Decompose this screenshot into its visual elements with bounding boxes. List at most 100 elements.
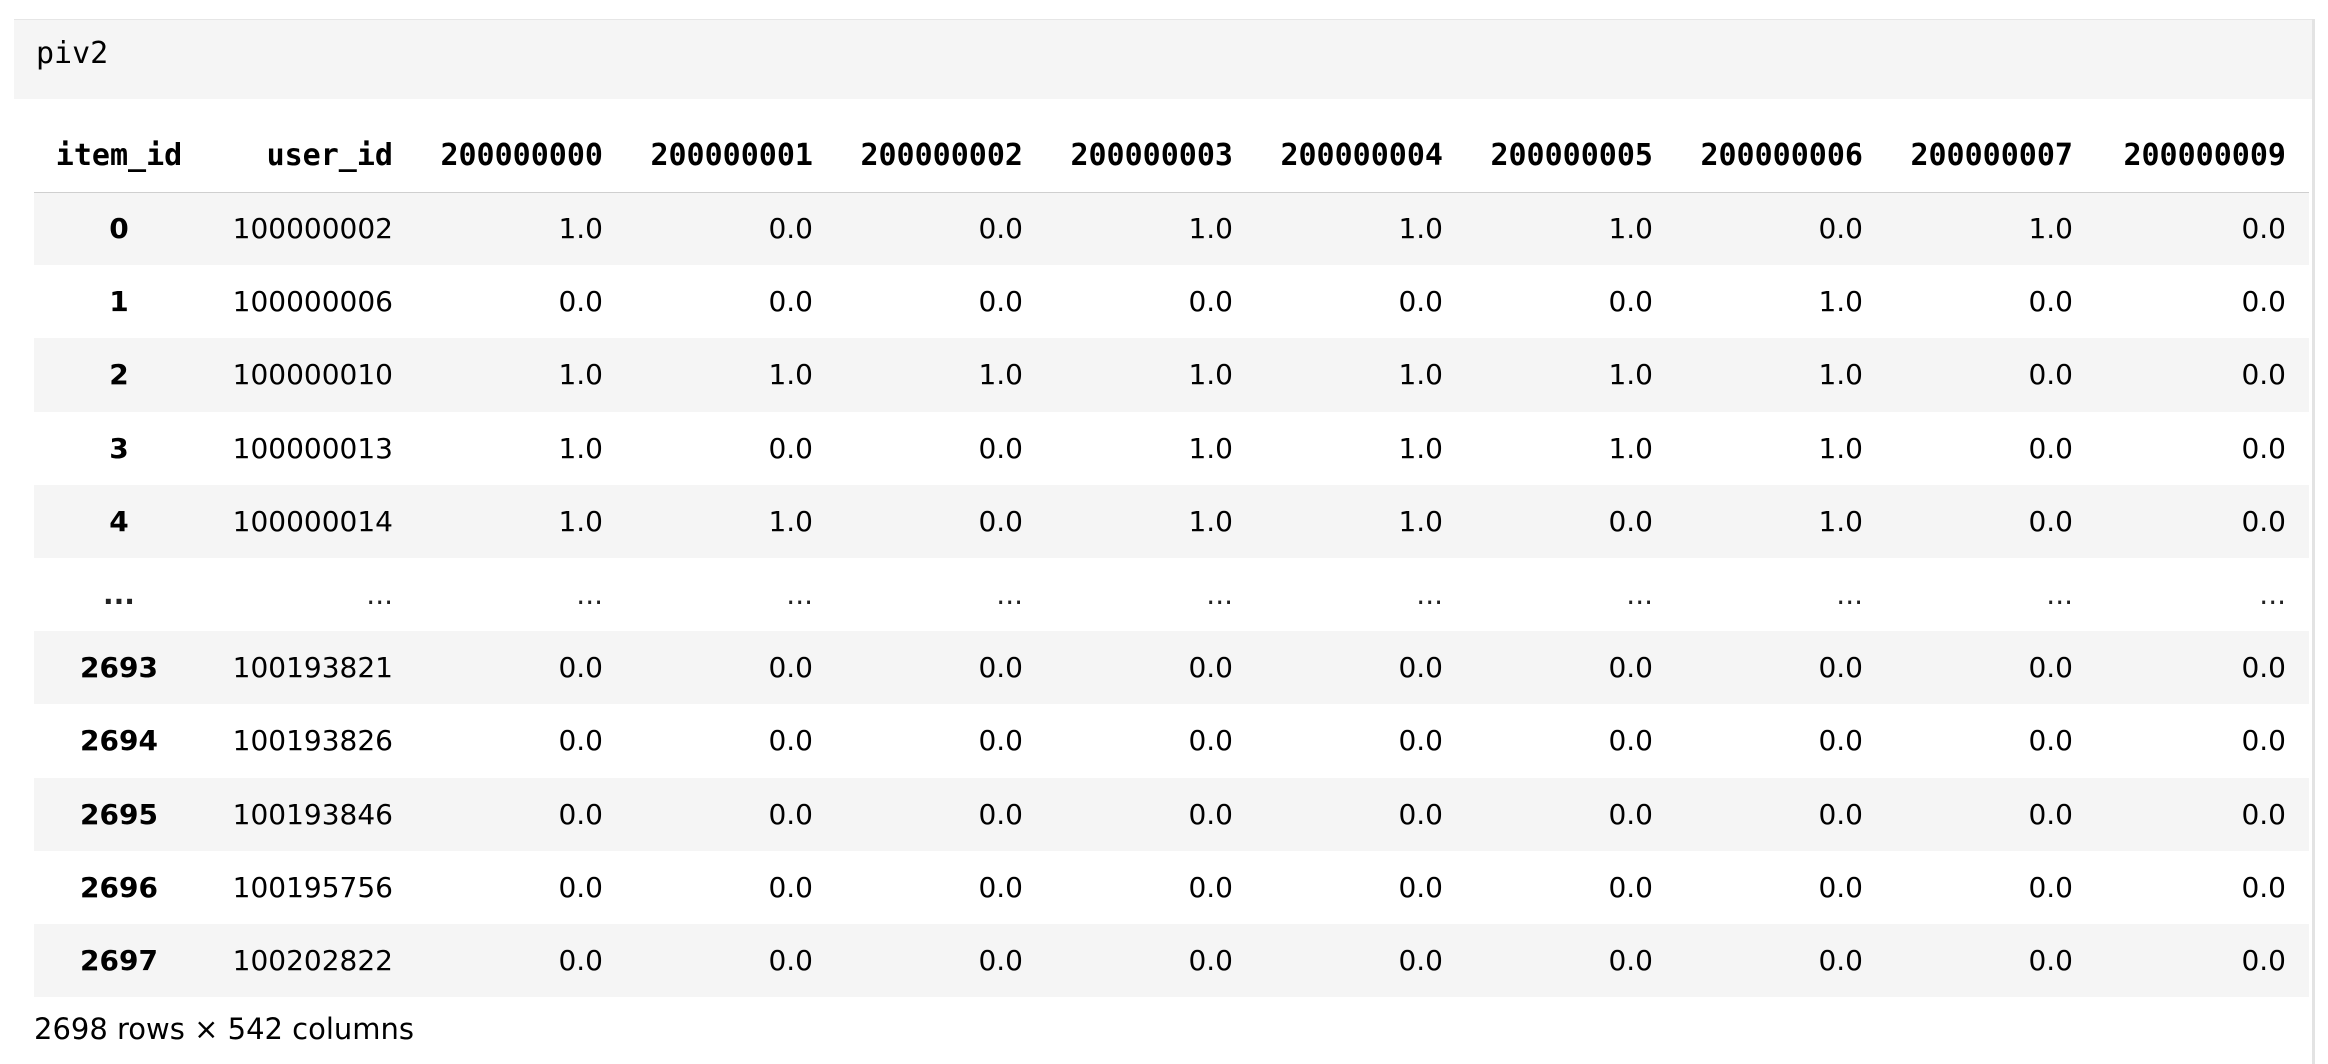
table-row: 2696 100195756 0.0 0.0 0.0 0.0 0.0 0.0 0.0 0.0 0.0 — [34, 850, 2309, 924]
column-header: 200000000 — [416, 120, 626, 193]
row-index: 2694 — [80, 724, 158, 758]
value-cell: 0.0 — [768, 212, 813, 246]
value-cell: 0.0 — [2241, 943, 2286, 977]
value-cell: 1.0 — [2028, 212, 2073, 246]
code-cell-input[interactable]: piv2 — [14, 19, 2314, 99]
value-cell: 0.0 — [2241, 358, 2286, 392]
value-cell: 1.0 — [1188, 358, 1233, 392]
user-id-cell: 100000013 — [232, 431, 393, 465]
index-header: item_id — [34, 120, 204, 193]
dataframe-shape-label: 2698 rows × 542 columns — [34, 1012, 415, 1046]
value-cell: 0.0 — [558, 724, 603, 758]
value-cell: 1.0 — [558, 212, 603, 246]
value-cell: 0.0 — [1608, 724, 1653, 758]
value-cell: 1.0 — [1818, 504, 1863, 538]
value-cell: 0.0 — [768, 870, 813, 904]
value-cell: ... — [1836, 578, 1863, 612]
value-cell: 0.0 — [2241, 504, 2286, 538]
value-cell: 0.0 — [2241, 212, 2286, 246]
value-cell: 1.0 — [1398, 504, 1443, 538]
value-cell: 0.0 — [558, 651, 603, 685]
value-cell: 0.0 — [2028, 285, 2073, 319]
row-index: 2697 — [80, 943, 158, 977]
value-cell: 1.0 — [1608, 212, 1653, 246]
user-id-cell: 100202822 — [232, 943, 393, 977]
value-cell: 1.0 — [1818, 358, 1863, 392]
value-cell: ... — [1416, 578, 1443, 612]
table-header: item_id user_id 200000000 200000001 2000000… — [34, 120, 2309, 193]
value-cell: ... — [996, 578, 1023, 612]
value-cell: 0.0 — [1608, 797, 1653, 831]
value-cell: 0.0 — [1398, 651, 1443, 685]
value-cell: 0.0 — [2241, 651, 2286, 685]
table-row: 2694 100193826 0.0 0.0 0.0 0.0 0.0 0.0 0.0 0.0 0.0 — [34, 704, 2309, 778]
row-index: 4 — [109, 504, 129, 538]
value-cell: 0.0 — [1608, 504, 1653, 538]
column-header: 200000009 — [2096, 120, 2309, 193]
column-header: 200000001 — [626, 120, 836, 193]
value-cell: ... — [2046, 578, 2073, 612]
value-cell: 0.0 — [558, 870, 603, 904]
table-body: 0 100000002 1.0 0.0 0.0 1.0 1.0 1.0 0.0 1.0 0.0 1 10… — [34, 192, 2309, 998]
value-cell: 0.0 — [1608, 870, 1653, 904]
value-cell: ... — [1206, 578, 1233, 612]
value-cell: ... — [2259, 578, 2286, 612]
value-cell: 0.0 — [978, 285, 1023, 319]
header-row: item_id user_id 200000000 200000001 2000000… — [34, 120, 2309, 193]
value-cell: 0.0 — [1398, 285, 1443, 319]
table-row: 2 100000010 1.0 1.0 1.0 1.0 1.0 1.0 1.0 0.0 0.0 — [34, 338, 2309, 412]
value-cell: 0.0 — [2028, 797, 2073, 831]
user-id-cell: 100000002 — [232, 212, 393, 246]
row-index: 2695 — [80, 797, 158, 831]
value-cell: 0.0 — [978, 212, 1023, 246]
ellipsis-row: ................................. — [34, 557, 2309, 632]
value-cell: 0.0 — [2028, 943, 2073, 977]
code-text: piv2 — [36, 36, 109, 71]
row-index: ... — [103, 578, 135, 612]
value-cell: ... — [786, 578, 813, 612]
column-header: user_id — [204, 120, 416, 193]
table-row: 0 100000002 1.0 0.0 0.0 1.0 1.0 1.0 0.0 1.0 0.0 — [34, 192, 2309, 266]
value-cell: 0.0 — [1188, 285, 1233, 319]
value-cell: 0.0 — [1818, 797, 1863, 831]
value-cell: 1.0 — [1608, 431, 1653, 465]
value-cell: 0.0 — [978, 504, 1023, 538]
value-cell: 0.0 — [2028, 724, 2073, 758]
column-header: 200000005 — [1466, 120, 1676, 193]
row-index: 2696 — [80, 870, 158, 904]
table-row: 3 100000013 1.0 0.0 0.0 1.0 1.0 1.0 1.0 0.0 0.0 — [34, 411, 2309, 485]
value-cell: 1.0 — [1818, 431, 1863, 465]
value-cell: 0.0 — [1818, 724, 1863, 758]
value-cell: 0.0 — [2241, 870, 2286, 904]
user-id-cell: 100000014 — [232, 504, 393, 538]
value-cell: 0.0 — [1188, 724, 1233, 758]
value-cell: 1.0 — [558, 431, 603, 465]
value-cell: 1.0 — [978, 358, 1023, 392]
user-id-cell: 100193826 — [232, 724, 393, 758]
row-index: 0 — [109, 212, 129, 246]
value-cell: 1.0 — [768, 358, 813, 392]
value-cell: 0.0 — [2241, 431, 2286, 465]
value-cell: 0.0 — [978, 797, 1023, 831]
row-index: 1 — [109, 285, 129, 319]
value-cell: 0.0 — [2028, 504, 2073, 538]
value-cell: 0.0 — [1398, 943, 1443, 977]
value-cell: 0.0 — [978, 724, 1023, 758]
value-cell: 0.0 — [1188, 797, 1233, 831]
user-id-cell: 100193821 — [232, 651, 393, 685]
value-cell: 0.0 — [1398, 724, 1443, 758]
value-cell: 0.0 — [768, 943, 813, 977]
value-cell: 0.0 — [2241, 285, 2286, 319]
value-cell: 0.0 — [768, 431, 813, 465]
value-cell: 0.0 — [1188, 870, 1233, 904]
value-cell: 0.0 — [2028, 431, 2073, 465]
value-cell: 0.0 — [1818, 943, 1863, 977]
value-cell: 0.0 — [1818, 212, 1863, 246]
value-cell: 0.0 — [978, 943, 1023, 977]
value-cell: 0.0 — [1398, 870, 1443, 904]
value-cell: 0.0 — [1398, 797, 1443, 831]
value-cell: 0.0 — [2028, 870, 2073, 904]
value-cell: ... — [576, 578, 603, 612]
output-scroll-border — [2312, 19, 2315, 1064]
value-cell: 0.0 — [978, 651, 1023, 685]
